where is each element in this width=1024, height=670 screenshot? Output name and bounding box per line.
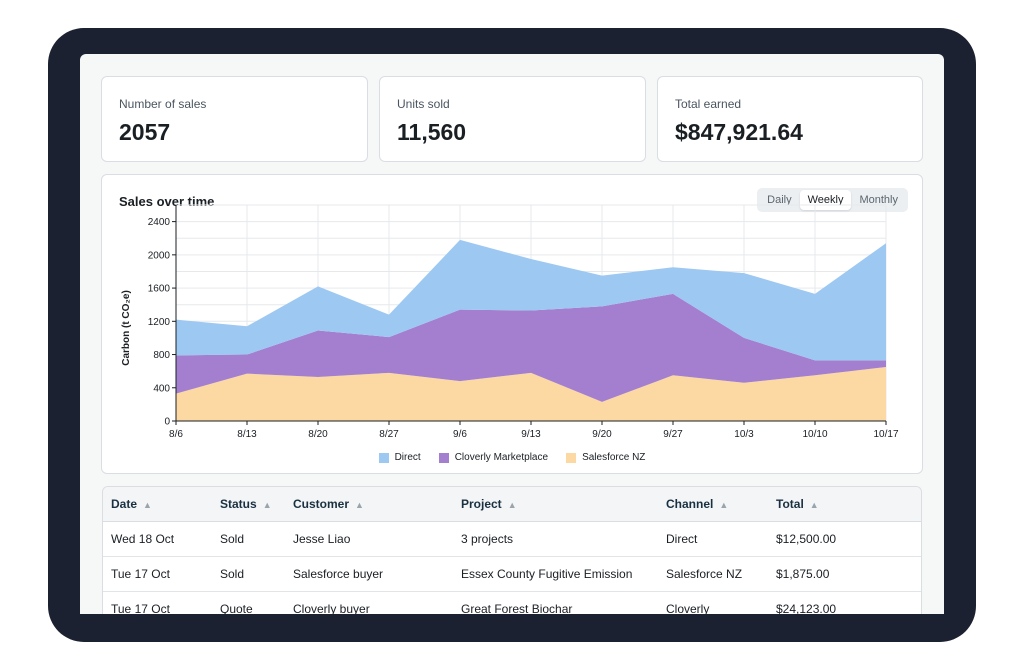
cell-customer: Cloverly buyer xyxy=(285,591,453,614)
period-monthly-button[interactable]: Monthly xyxy=(859,194,898,206)
legend-item-direct[interactable]: Direct xyxy=(378,452,421,463)
cell-customer: Salesforce buyer xyxy=(285,556,453,592)
sales-table: Date ▲︎ Status ▲︎ Customer ▲︎ Project ▲︎ Cha… xyxy=(103,487,921,614)
y-tick-label: 800 xyxy=(153,350,170,361)
cell-project: Essex County Fugitive Emission xyxy=(453,556,658,592)
chart-legend: Direct Cloverly Marketplace Salesforce N… xyxy=(102,452,922,463)
y-tick-label: 2400 xyxy=(148,217,171,228)
sales-chart-card: Sales over time Daily Weekly Monthly 8/6… xyxy=(101,174,923,474)
legend-swatch xyxy=(566,452,577,463)
sort-icon: ▲︎ xyxy=(355,500,364,510)
x-tick-label: 8/6 xyxy=(169,429,183,440)
cell-total: $1,875.00 xyxy=(768,556,921,592)
y-tick-label: 400 xyxy=(153,383,170,394)
sort-icon: ▲︎ xyxy=(143,500,152,510)
y-tick-label: 2000 xyxy=(148,250,171,261)
area-direct xyxy=(176,239,886,361)
cell-status: Sold xyxy=(212,556,285,592)
x-tick-label: 9/27 xyxy=(663,429,683,440)
stat-value: $847,921.64 xyxy=(675,119,803,145)
stat-card-number-of-sales: Number of sales 2057 xyxy=(101,76,368,162)
sort-icon: ▲︎ xyxy=(262,500,272,510)
period-toggle: Daily Weekly Monthly xyxy=(757,188,908,212)
sort-icon: ▲︎ xyxy=(809,500,819,510)
legend-label: Direct xyxy=(394,452,421,463)
x-tick-label: 9/6 xyxy=(453,429,467,440)
dashboard-screen: Number of sales 2057 Units sold 11,560 T… xyxy=(80,54,944,614)
cell-project: 3 projects xyxy=(453,521,658,557)
column-header-channel[interactable]: Channel ▲︎ xyxy=(658,487,768,522)
column-header-customer[interactable]: Customer ▲︎ xyxy=(285,487,453,522)
stat-value: 11,560 xyxy=(397,119,467,145)
chart-areas xyxy=(176,239,886,421)
y-tick-label: 0 xyxy=(164,417,170,428)
legend-label: Cloverly Marketplace xyxy=(454,452,549,463)
chart-axes xyxy=(172,205,887,425)
cell-customer: Jesse Liao xyxy=(285,521,453,557)
stat-card-units-sold: Units sold 11,560 xyxy=(379,76,646,162)
column-header-status[interactable]: Status ▲︎ xyxy=(212,487,285,522)
x-tick-label: 10/17 xyxy=(873,429,898,440)
x-tick-label: 10/10 xyxy=(802,429,827,440)
cell-status: Quote xyxy=(212,591,285,614)
cell-date: Tue 17 Oct xyxy=(103,556,212,592)
x-tick-label: 8/13 xyxy=(237,429,257,440)
area-salesforce-nz xyxy=(176,367,886,421)
column-header-project[interactable]: Project ▲︎ xyxy=(453,487,658,522)
x-tick-labels: 8/6 8/13 8/20 8/27 9/6 9/13 9/20 9/27 10/3 10/10 1… xyxy=(169,429,899,440)
cell-total: $12,500.00 xyxy=(768,521,921,557)
period-daily-button[interactable]: Daily xyxy=(767,194,792,206)
x-tick-label: 9/13 xyxy=(521,429,541,440)
y-tick-label: 1200 xyxy=(148,317,171,328)
stat-label: Total earned xyxy=(675,97,742,111)
table-row[interactable]: Tue 17 Oct Quote Cloverly buyer Great Fo… xyxy=(103,591,921,614)
cell-channel: Direct xyxy=(658,521,768,557)
y-tick-labels: 0 400 800 1200 1600 2000 2400 xyxy=(148,217,171,427)
cell-date: Tue 17 Oct xyxy=(103,591,212,614)
stat-label: Units sold xyxy=(397,97,450,111)
area-cloverly-marketplace xyxy=(176,293,886,402)
legend-swatch xyxy=(378,452,389,463)
cell-total: $24,123.00 xyxy=(768,591,921,614)
table-row[interactable]: Wed 18 Oct Sold Jesse Liao 3 projects Di… xyxy=(103,521,921,557)
sales-table-card: Date ▲︎ Status ▲︎ Customer ▲︎ Project ▲︎ Cha… xyxy=(102,486,922,614)
x-tick-label: 9/20 xyxy=(592,429,612,440)
cell-channel: Salesforce NZ xyxy=(658,556,768,592)
cell-date: Wed 18 Oct xyxy=(103,521,212,557)
sort-icon: ▲︎ xyxy=(507,500,517,510)
stat-label: Number of sales xyxy=(119,97,207,111)
sales-area-chart: 8/6 8/13 8/20 8/27 9/6 9/13 9/20 9/27 10/3 10/10 1… xyxy=(121,204,899,440)
table-row[interactable]: Tue 17 Oct Sold Salesforce buyer Essex C… xyxy=(103,556,921,592)
legend-item-salesforce-nz[interactable]: Salesforce NZ xyxy=(566,452,645,463)
y-tick-label: 1600 xyxy=(148,284,171,295)
legend-label: Salesforce NZ xyxy=(582,452,646,463)
stat-card-total-earned: Total earned $847,921.64 xyxy=(657,76,923,162)
legend-swatch xyxy=(438,452,449,463)
x-tick-label: 8/20 xyxy=(308,429,328,440)
cell-status: Sold xyxy=(212,521,285,557)
sort-icon: ▲︎ xyxy=(719,500,729,510)
cell-channel: Cloverly xyxy=(658,591,768,614)
column-header-total[interactable]: Total ▲︎ xyxy=(768,487,921,522)
x-tick-label: 8/27 xyxy=(379,429,399,440)
x-tick-label: 10/3 xyxy=(734,429,754,440)
stat-value: 2057 xyxy=(119,119,171,145)
y-axis-label: Carbon (t CO₂e) xyxy=(121,290,132,366)
column-header-date[interactable]: Date ▲︎ xyxy=(103,487,212,522)
legend-item-cloverly-marketplace[interactable]: Cloverly Marketplace xyxy=(438,452,549,463)
table-header-row: Date ▲︎ Status ▲︎ Customer ▲︎ Project ▲︎ Cha… xyxy=(103,487,921,522)
cell-project: Great Forest Biochar xyxy=(453,591,658,614)
